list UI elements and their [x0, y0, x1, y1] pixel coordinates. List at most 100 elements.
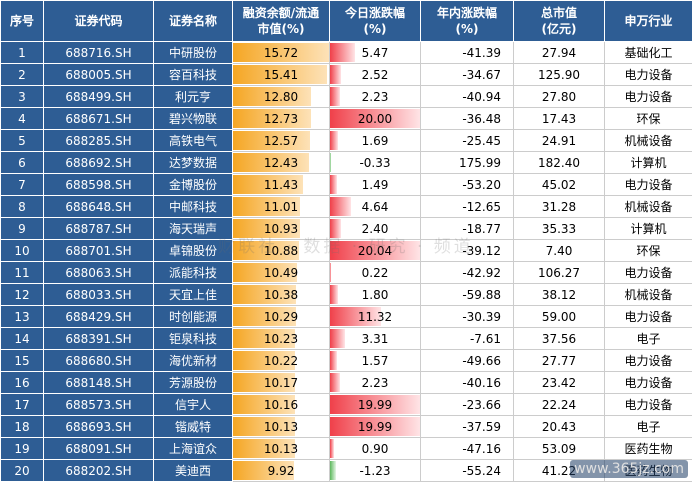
market-cap: 27.94: [514, 42, 605, 64]
col-header-code[interactable]: 证券代码: [44, 1, 154, 42]
ytd-change: -40.94: [421, 86, 514, 108]
today-change-cell: 19.99: [330, 394, 421, 416]
header-row: 序号 证券代码 证券名称 融资余额/流通 市值(%) 今日涨跌幅 (%) 年内涨…: [1, 1, 692, 42]
today-change-cell: -1.23: [330, 460, 421, 482]
col-header-market-cap[interactable]: 总市值 (亿元): [514, 1, 605, 42]
col-header-name[interactable]: 证券名称: [154, 1, 233, 42]
ytd-change: -53.20: [421, 174, 514, 196]
industry: 计算机: [605, 152, 692, 174]
today-change-cell: 1.80: [330, 284, 421, 306]
security-code: 688202.SH: [44, 460, 154, 482]
row-index: 6: [1, 152, 44, 174]
margin-ratio-value: 11.01: [264, 200, 298, 214]
ytd-change: -23.66: [421, 394, 514, 416]
market-cap: 182.40: [514, 152, 605, 174]
ytd-change: -34.67: [421, 64, 514, 86]
col-header-today-change[interactable]: 今日涨跌幅 (%): [330, 1, 421, 42]
row-index: 4: [1, 108, 44, 130]
margin-ratio-value: 10.29: [264, 310, 298, 324]
today-change-value: 0.22: [362, 266, 389, 280]
security-name: 钜泉科技: [154, 328, 233, 350]
today-change-value: 1.69: [362, 134, 389, 148]
today-change-value: 2.40: [362, 222, 389, 236]
security-name: 海优新材: [154, 350, 233, 372]
security-name: 利元亨: [154, 86, 233, 108]
margin-ratio-value: 10.38: [264, 288, 298, 302]
margin-ratio-value: 10.13: [264, 442, 298, 456]
industry: 机械设备: [605, 284, 692, 306]
today-change-value: 0.90: [362, 442, 389, 456]
market-cap: 27.80: [514, 86, 605, 108]
col-header-ytd-change[interactable]: 年内涨跌幅 (%): [421, 1, 514, 42]
security-code: 688680.SH: [44, 350, 154, 372]
security-code: 688391.SH: [44, 328, 154, 350]
today-change-cell: 2.40: [330, 218, 421, 240]
ytd-change: -25.45: [421, 130, 514, 152]
margin-ratio-value: 12.73: [264, 112, 298, 126]
today-change-bar: [330, 153, 331, 172]
margin-ratio-value: 12.57: [264, 134, 298, 148]
margin-ratio-cell: 12.73: [233, 108, 330, 130]
today-change-value: 5.47: [362, 46, 389, 60]
row-index: 7: [1, 174, 44, 196]
col-header-industry[interactable]: 申万行业: [605, 1, 692, 42]
industry: 基础化工: [605, 42, 692, 64]
corner-logo: www.365jz.com: [570, 460, 688, 478]
security-name: 上海谊众: [154, 438, 233, 460]
today-change-value: 1.80: [362, 288, 389, 302]
today-change-cell: 0.22: [330, 262, 421, 284]
row-index: 2: [1, 64, 44, 86]
security-name: 时创能源: [154, 306, 233, 328]
margin-ratio-value: 10.16: [264, 398, 298, 412]
ytd-change: -47.16: [421, 438, 514, 460]
margin-ratio-value: 15.41: [264, 68, 298, 82]
security-name: 卓锦股份: [154, 240, 233, 262]
today-change-cell: 4.64: [330, 196, 421, 218]
security-name: 容百科技: [154, 64, 233, 86]
margin-ratio-cell: 10.17: [233, 372, 330, 394]
margin-ratio-value: 9.92: [268, 464, 295, 478]
security-code: 688063.SH: [44, 262, 154, 284]
industry: 电力设备: [605, 372, 692, 394]
row-index: 5: [1, 130, 44, 152]
market-cap: 45.02: [514, 174, 605, 196]
today-change-bar: [330, 219, 341, 238]
row-index: 20: [1, 460, 44, 482]
col-header-index[interactable]: 序号: [1, 1, 44, 42]
market-cap: 35.33: [514, 218, 605, 240]
today-change-value: 19.99: [358, 398, 392, 412]
market-cap: 37.56: [514, 328, 605, 350]
margin-ratio-cell: 10.49: [233, 262, 330, 284]
col-header-margin-ratio[interactable]: 融资余额/流通 市值(%): [233, 1, 330, 42]
security-code: 688598.SH: [44, 174, 154, 196]
today-change-cell: 3.31: [330, 328, 421, 350]
row-index: 18: [1, 416, 44, 438]
margin-ratio-cell: 12.57: [233, 130, 330, 152]
ytd-change: -55.24: [421, 460, 514, 482]
today-change-bar: [330, 263, 331, 282]
today-change-value: 2.23: [362, 376, 389, 390]
row-index: 16: [1, 372, 44, 394]
row-index: 12: [1, 284, 44, 306]
ytd-change: -41.39: [421, 42, 514, 64]
today-change-cell: 2.23: [330, 372, 421, 394]
